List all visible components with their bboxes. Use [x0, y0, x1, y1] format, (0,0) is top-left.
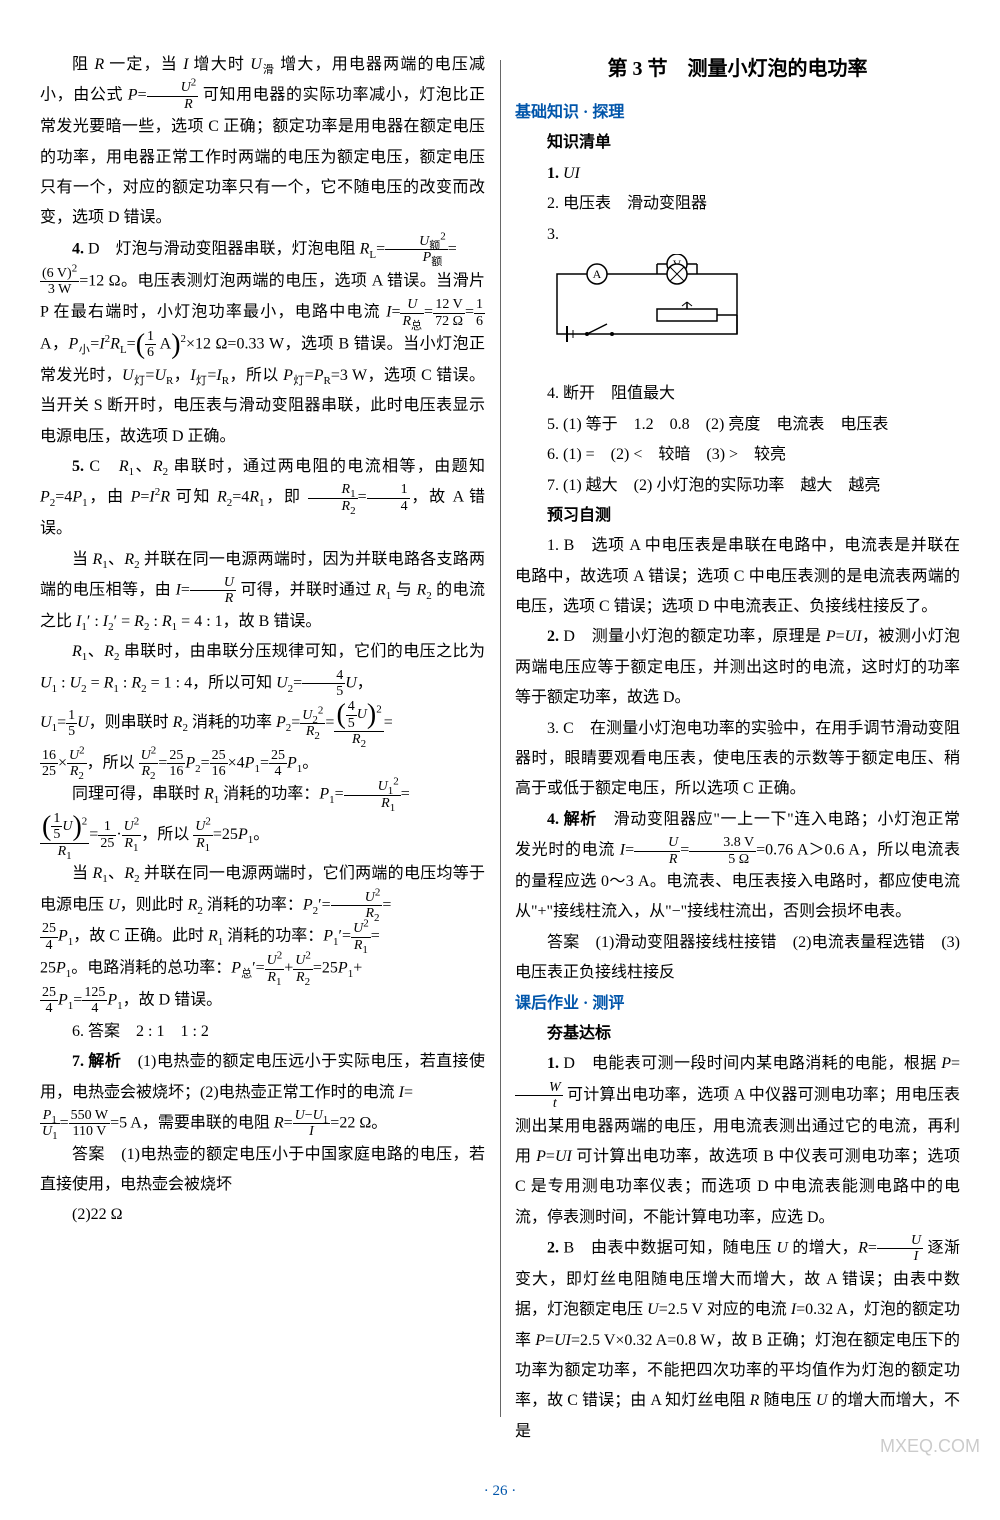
sub-preview: 预习自测	[547, 501, 960, 531]
left-item-5c-p6c: 25P1。电路消耗的总功率：P总′=U2R1+U2R2=25P1+	[40, 953, 485, 985]
d2: 2. B 由表中数据可知，随电压 U 的增大，R=UI 逐渐变大，即灯丝电阻随电…	[515, 1233, 960, 1447]
heading-basic: 基础知识 · 探理	[515, 98, 960, 128]
left-item-5c-p6: 当 R1、R2 并联在同一电源两端时，它们两端的电压均等于电源电压 U，则此时 …	[40, 859, 485, 921]
left-item-5c-p5b: (15U)2R1=125·U2R1，所以 U2R1=25P1。	[40, 811, 485, 859]
k2: 2. 电压表 滑动变阻器	[515, 189, 960, 219]
page-number: · 26 ·	[0, 1477, 1000, 1520]
k5: 5. (1) 等于 1.2 0.8 (2) 亮度 电流表 电压表	[515, 410, 960, 440]
left-item-5c: 5. C R1、R2 串联时，通过两电阻的电流相等，由题知 P2=4P1，由 P…	[40, 452, 485, 545]
left-item-7b: P1U1=550 W110 V=5 A，需要串联的电阻 R=U−U1I=22 Ω…	[40, 1108, 485, 1140]
column-divider	[500, 60, 501, 1417]
left-item-5c-p4b: 1625×U2R2，所以 U2R2=2516P2=2516×4P1=254P1。	[40, 748, 485, 780]
left-item-7ans: 答案 (1)电热壶的额定电压小于中国家庭电路的电压，若直接使用，电热壶会被烧坏	[40, 1140, 485, 1201]
left-para-1: 阻 R 一定，当 I 增大时 U滑 增大，用电器两端的电压减小，由公式 P=U2…	[40, 50, 485, 234]
sub-base: 夯基达标	[547, 1019, 960, 1049]
p4ans: 答案 (1)滑动变阻器接线柱接错 (2)电流表量程选错 (3)电压表正负接线柱接…	[515, 928, 960, 989]
left-item-5c-p2: 当 R1、R2 并联在同一电源两端时，因为并联电路各支路两端的电压相等，由 I=…	[40, 545, 485, 638]
k6: 6. (1) = (2) < 较暗 (3) > 较亮	[515, 440, 960, 470]
left-item-5c-p6b: 254P1，故 C 正确。此时 R1 消耗的功率：P1′=U2R1=	[40, 921, 485, 953]
left-item-5c-p3: R1、R2 串联时，由串联分压规律可知，它们的电压之比为 U1 : U2 = R…	[40, 637, 485, 699]
left-item-6: 6. 答案 2 : 1 1 : 2	[40, 1017, 485, 1047]
right-column: 第 3 节 测量小灯泡的电功率 基础知识 · 探理 知识清单 1. UI 2. …	[515, 50, 960, 1447]
k4: 4. 断开 阻值最大	[515, 379, 960, 409]
p4: 4. 解析 滑动变阻器应"一上一下"连入电路；小灯泡正常发光时的电流 I=UR=…	[515, 805, 960, 928]
left-item-4d: 4. D 灯泡与滑动变阻器串联，灯泡电阻 RL=U额2P额=	[40, 234, 485, 266]
watermark: MXEQ.COM	[880, 1436, 980, 1457]
k7: 7. (1) 越大 (2) 小灯泡的实际功率 越大 越亮	[515, 471, 960, 501]
left-item-5c-p5: 同理可得，串联时 R1 消耗的功率：P1=U12R1=	[40, 779, 485, 811]
heading-homework: 课后作业 · 测评	[515, 989, 960, 1019]
k3: 3.	[515, 220, 960, 250]
left-item-7a: 7. 解析 (1)电热壶的额定电压远小于实际电压，若直接使用，电热壶会被烧坏；(…	[40, 1047, 485, 1108]
left-item-7ans2: (2)22 Ω	[40, 1200, 485, 1230]
section-title: 第 3 节 测量小灯泡的电功率	[515, 50, 960, 88]
left-item-5c-p6d: 254P1=1254P1，故 D 错误。	[40, 985, 485, 1017]
left-column: 阻 R 一定，当 I 增大时 U滑 增大，用电器两端的电压减小，由公式 P=U2…	[40, 50, 485, 1447]
svg-text:A: A	[593, 267, 602, 281]
left-item-5c-p4: U1=15U，则串联时 R2 消耗的功率 P2=U22R2=(45U)2R2=	[40, 699, 485, 747]
p1: 1. B 选项 A 中电压表是串联在电路中，电流表是并联在电路中，故选项 A 错…	[515, 531, 960, 622]
circuit-diagram: V A	[547, 254, 747, 375]
d1: 1. D 电能表可测一段时间内某电路消耗的电能，根据 P=Wt 可计算出电功率，…	[515, 1049, 960, 1233]
p2: 2. D 测量小灯泡的额定功率，原理是 P=UI，被测小灯泡两端电压应等于额定电…	[515, 622, 960, 713]
left-item-4d-calc: (6 V)23 W=12 Ω。电压表测灯泡两端的电压，选项 A 错误。当滑片 P…	[40, 266, 485, 453]
p3: 3. C 在测量小灯泡电功率的实验中，在用手调节滑动变阻器时，眼睛要观看电压表，…	[515, 714, 960, 805]
sub-knowledge: 知识清单	[547, 128, 960, 158]
k1: 1. UI	[515, 159, 960, 189]
